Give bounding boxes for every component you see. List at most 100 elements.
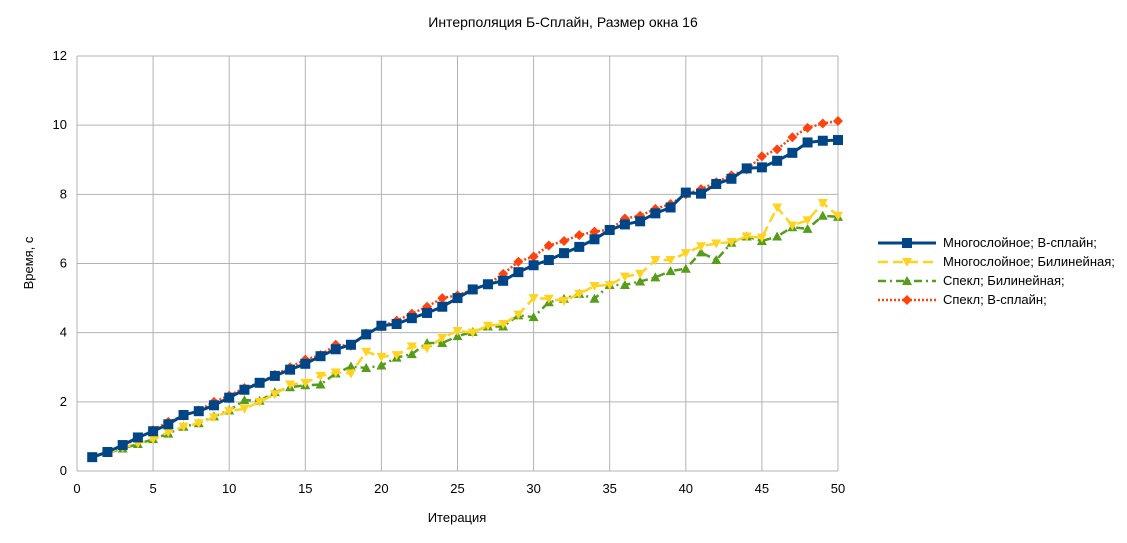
data-point [833,211,843,221]
data-point [482,321,493,331]
data-point [802,122,813,133]
data-point [589,234,600,245]
data-point [482,279,493,290]
data-point [559,236,570,247]
data-point [406,342,417,352]
data-point [437,333,448,343]
data-point [833,116,843,127]
x-tick-label: 35 [602,481,616,496]
axes: 0 2 4 6 8 10 12 0 5 10 15 20 25 30 35 40 45 50 [53,48,846,496]
data-point [345,339,356,350]
y-tick-label: 12 [53,48,67,63]
data-point [772,203,783,213]
data-point [513,310,524,320]
data-point [604,224,615,235]
data-point [787,221,798,231]
data-point [376,352,387,362]
data-point [406,349,417,359]
legend-marker [902,238,912,248]
data-point [330,368,341,378]
y-tick-label: 2 [60,394,67,409]
data-point [772,155,783,166]
data-point [422,307,433,318]
data-point [756,233,767,243]
data-point [376,360,387,370]
data-point [208,400,219,411]
data-point [665,256,676,266]
data-point [132,432,143,443]
data-point [285,364,296,375]
data-point [787,132,798,143]
data-point [437,293,448,304]
data-point [635,216,646,227]
data-point [696,188,707,199]
data-point [224,407,235,417]
data-point [665,266,676,276]
data-point [772,231,783,241]
series-line [91,201,839,459]
data-point [574,289,585,299]
data-point [589,226,600,237]
data-point [680,249,691,259]
x-tick-label: 50 [831,481,845,496]
legend-label: Спекл; B-сплайн; [943,292,1047,307]
data-point [711,239,722,249]
data-point [589,293,600,303]
data-point [163,419,174,430]
legend-marker [902,258,912,267]
data-point [452,293,463,304]
data-point [422,344,433,354]
legend-item: Многослойное; B-сплайн; [878,235,1097,250]
data-point [696,242,707,252]
data-point [817,210,828,220]
data-point [163,428,174,438]
data-point [391,351,402,361]
data-point [711,178,722,189]
data-point [741,232,752,242]
x-tick-label: 40 [679,481,693,496]
data-point [513,256,524,267]
x-tick-label: 5 [149,481,156,496]
x-tick-label: 10 [222,481,236,496]
data-point [802,216,813,226]
data-point [772,144,783,155]
data-point [178,422,189,432]
data-point [619,219,630,230]
data-point [208,413,219,423]
data-point [224,392,235,403]
data-point [802,137,813,148]
data-point [665,202,676,213]
data-point [711,255,722,265]
x-tick-label: 20 [374,481,388,496]
legend-marker [902,276,912,285]
data-point [619,279,630,289]
data-point [239,384,250,395]
data-point [559,248,570,259]
legend-label: Многослойное; B-сплайн; [943,235,1097,250]
data-point [543,294,554,304]
data-point [391,319,402,330]
data-point [619,272,630,282]
data-point [254,377,265,388]
data-point [802,223,813,233]
y-tick-label: 0 [60,463,67,478]
data-point [696,247,707,257]
y-axis-title: Время, с [21,236,36,289]
data-point [528,251,539,262]
data-point [833,135,843,146]
data-point [269,390,280,400]
data-point [726,173,737,184]
data-point [650,272,661,282]
data-point [452,326,463,336]
data-point [178,409,189,420]
y-tick-label: 10 [53,117,67,132]
data-point [528,312,539,322]
data-point [817,198,828,208]
series-2 [87,198,843,463]
x-tick-label: 25 [450,481,464,496]
series-layer [87,116,843,463]
data-point [817,135,828,146]
x-axis-title: Итерация [428,510,487,525]
data-point [361,362,372,372]
